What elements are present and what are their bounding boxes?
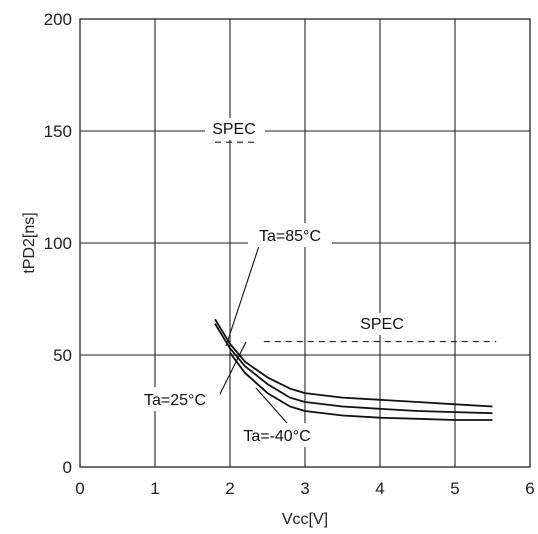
- series-line-2: [229, 352, 493, 421]
- annotation-leader: [225, 245, 260, 347]
- series-lines: [214, 318, 493, 421]
- x-tick-label: 1: [150, 479, 159, 498]
- spec-lines: SPEC SPEC: [205, 118, 497, 343]
- series-annotation: Ta=25°C: [144, 392, 206, 409]
- y-tick-label: 200: [44, 10, 72, 29]
- annotation-leader: [255, 387, 288, 424]
- annotation-background: [130, 387, 220, 411]
- spec-label-background: [205, 118, 265, 140]
- y-axis-label: tPD2[ns]: [21, 212, 38, 273]
- tick-labels: 0 1 2 3 4 5 6 0 50 100 150 200: [44, 10, 535, 498]
- x-tick-label: 2: [225, 479, 234, 498]
- spec-label: SPEC: [360, 316, 404, 333]
- y-tick-label: 0: [63, 458, 72, 477]
- y-tick-label: 100: [44, 234, 72, 253]
- annotation-background: [231, 423, 323, 447]
- series-line-1: [214, 323, 493, 415]
- y-tick-label: 50: [53, 346, 72, 365]
- x-tick-label: 3: [300, 479, 309, 498]
- y-tick-label: 150: [44, 122, 72, 141]
- x-tick-label: 6: [525, 479, 534, 498]
- spec-label: SPEC: [212, 121, 256, 138]
- spec-label-background: [350, 313, 414, 335]
- annotations: Ta=85°C Ta=25°C Ta=-40°C: [130, 223, 332, 447]
- x-tick-label: 5: [450, 479, 459, 498]
- series-annotation: Ta=85°C: [259, 228, 321, 245]
- x-axis-label: Vcc[V]: [282, 511, 328, 528]
- x-tick-label: 0: [75, 479, 84, 498]
- x-tick-label: 4: [375, 479, 384, 498]
- annotation-background: [248, 223, 332, 247]
- series-line-0: [214, 318, 493, 408]
- annotation-leader: [217, 341, 247, 399]
- series-annotation: Ta=-40°C: [243, 428, 310, 445]
